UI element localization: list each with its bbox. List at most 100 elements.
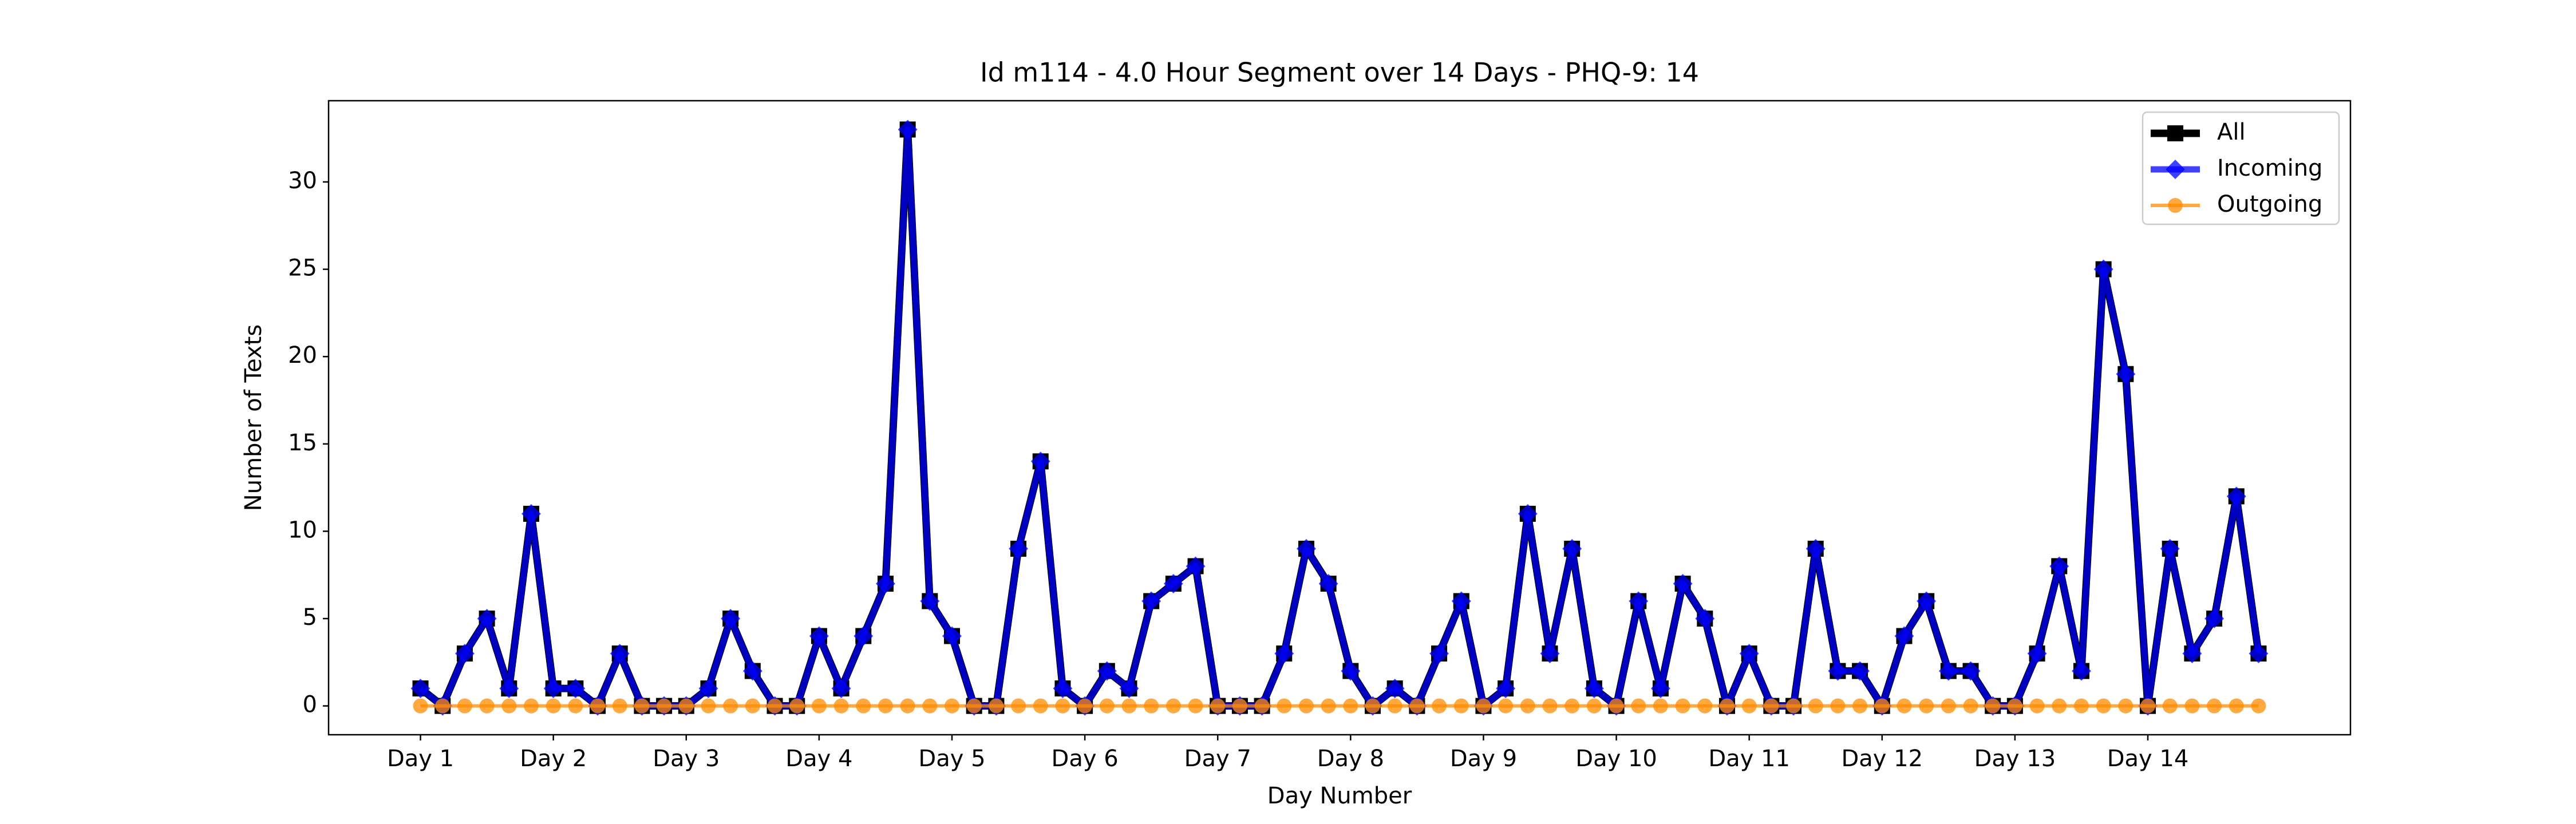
data-point [1917, 591, 1937, 611]
data-point [1274, 644, 1294, 664]
data-point [1786, 698, 1801, 714]
data-point [1009, 538, 1029, 558]
legend: All Incoming Outgoing [2142, 111, 2340, 225]
data-point [1385, 679, 1405, 699]
legend-marker [2166, 160, 2185, 179]
data-point [2071, 661, 2091, 681]
data-point [521, 504, 541, 524]
y-tick-label: 15 [288, 430, 317, 456]
x-tick-label: Day 3 [653, 746, 720, 772]
data-point [1562, 538, 1582, 558]
data-point [833, 698, 849, 714]
data-point [2118, 698, 2134, 714]
data-point [920, 591, 940, 611]
data-point [610, 644, 630, 664]
data-point [1341, 661, 1361, 681]
data-point [1365, 698, 1381, 714]
data-point [678, 698, 694, 714]
data-point [479, 698, 495, 714]
data-point [2073, 698, 2089, 714]
x-tick-label: Day 8 [1317, 746, 1384, 772]
data-point [1520, 698, 1535, 714]
data-point [1321, 698, 1336, 714]
data-point [701, 698, 716, 714]
data-point [809, 626, 829, 646]
data-point [1097, 661, 1117, 681]
data-point [501, 698, 517, 714]
data-point [1429, 644, 1449, 664]
y-tick-label: 20 [288, 342, 317, 369]
y-tick-label: 5 [303, 604, 317, 631]
data-point [2184, 698, 2200, 714]
data-point [922, 698, 938, 714]
data-point [745, 698, 760, 714]
legend-marker [2167, 125, 2183, 141]
data-point [1564, 698, 1580, 714]
data-point [2052, 698, 2067, 714]
y-axis-label: Number of Texts [240, 324, 267, 511]
data-point [1650, 679, 1670, 699]
data-point [1961, 661, 1981, 681]
data-point [2251, 698, 2266, 714]
x-tick-label: Day 2 [520, 746, 587, 772]
data-point [1165, 698, 1181, 714]
data-point [2007, 698, 2022, 714]
legend-label: Incoming [2217, 155, 2322, 181]
data-point [1141, 591, 1161, 611]
x-axis-label: Day Number [1267, 783, 1412, 809]
data-point [1584, 679, 1604, 699]
data-point [523, 698, 539, 714]
data-point [455, 644, 475, 664]
data-point [1496, 679, 1516, 699]
data-point [1653, 698, 1668, 714]
data-point [1343, 698, 1358, 714]
x-tick-label: Day 14 [2107, 746, 2189, 772]
data-point [2162, 698, 2178, 714]
data-point [1540, 644, 1560, 664]
x-tick-label: Day 11 [1708, 746, 1790, 772]
data-point [1586, 698, 1602, 714]
data-point [1210, 698, 1226, 714]
data-point [966, 698, 982, 714]
data-point [2229, 698, 2244, 714]
data-point [1409, 698, 1425, 714]
x-tick-label: Day 6 [1052, 746, 1119, 772]
data-point [2116, 364, 2136, 384]
data-point [2182, 644, 2202, 664]
data-point [1631, 698, 1646, 714]
data-point [1805, 538, 1826, 558]
data-point [1828, 661, 1848, 681]
data-point [2096, 698, 2111, 714]
data-point [1186, 556, 1206, 576]
data-point [657, 698, 672, 714]
data-point [856, 698, 871, 714]
data-point [1053, 679, 1073, 699]
data-point [435, 698, 451, 714]
data-point [2207, 698, 2222, 714]
data-point [942, 626, 962, 646]
data-point [767, 698, 783, 714]
data-point [612, 698, 627, 714]
data-point [568, 698, 583, 714]
data-point [1298, 698, 1314, 714]
data-point [1542, 698, 1558, 714]
data-point [1188, 698, 1203, 714]
data-point [854, 626, 874, 646]
x-tick-label: Day 10 [1575, 746, 1657, 772]
data-point [2027, 644, 2047, 664]
data-point [1675, 698, 1690, 714]
data-point [1874, 698, 1890, 714]
data-point [1121, 698, 1137, 714]
data-point [878, 698, 893, 714]
data-point [900, 698, 915, 714]
data-point [945, 698, 960, 714]
y-tick-label: 25 [288, 255, 317, 282]
data-point [1099, 698, 1115, 714]
data-point [989, 698, 1004, 714]
data-point [546, 698, 561, 714]
data-point [831, 679, 851, 699]
data-point [1033, 698, 1048, 714]
x-tick-label: Day 4 [785, 746, 852, 772]
data-point [499, 679, 519, 699]
legend-label: Outgoing [2217, 191, 2322, 217]
